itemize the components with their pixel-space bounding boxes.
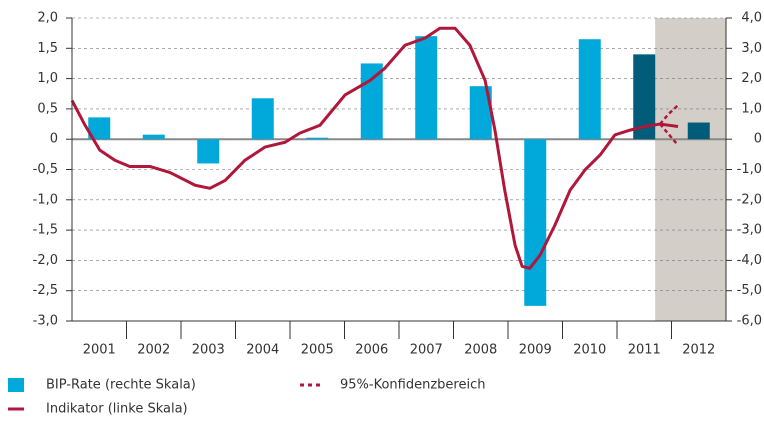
bar (524, 139, 547, 306)
bar (142, 134, 165, 140)
bar (415, 36, 438, 140)
y2-tick-label: 3,0 (741, 41, 762, 56)
y-tick-label: -2,0 (33, 253, 58, 268)
bar (251, 98, 274, 140)
indicator-line (70, 26, 679, 270)
bar (88, 117, 111, 140)
legend-label: BIP-Rate (rechte Skala) (46, 378, 196, 393)
y2-tick-label: 0 (754, 132, 762, 147)
y-tick-label: 0 (50, 132, 58, 147)
y2-tick-label: 1,0 (741, 101, 762, 116)
y-tick-label: 1,0 (37, 71, 58, 86)
x-tick-label: 2001 (83, 343, 116, 358)
x-tick-label: 2012 (682, 343, 715, 358)
y2-tick-label: -4,0 (737, 253, 762, 268)
bar (360, 63, 383, 140)
y2-tick-label: -6,0 (737, 314, 762, 329)
bar (633, 54, 656, 140)
y2-tick-label: -2,0 (737, 192, 762, 207)
x-tick-label: 2003 (192, 343, 225, 358)
y-tick-label: 0,5 (37, 101, 58, 116)
y-tick-label: -2,5 (33, 283, 58, 298)
y2-tick-label: 4,0 (741, 11, 762, 26)
x-tick-label: 2009 (519, 343, 552, 358)
x-tick-label: 2004 (246, 343, 279, 358)
x-tick-label: 2002 (137, 343, 170, 358)
bar (197, 139, 220, 164)
y-tick-label: -3,0 (33, 314, 58, 329)
y2-tick-label: -1,0 (737, 162, 762, 177)
bar (687, 122, 710, 140)
bar (578, 39, 601, 140)
legend-label: Indikator (linke Skala) (46, 402, 188, 417)
y-tick-label: -1,0 (33, 192, 58, 207)
x-tick-label: 2008 (464, 343, 497, 358)
legend-swatch (8, 378, 24, 392)
y2-tick-label: 2,0 (741, 71, 762, 86)
legend-label: 95%-Konfidenzbereich (340, 378, 485, 393)
x-tick-label: 2010 (573, 343, 606, 358)
y2-tick-label: -5,0 (737, 283, 762, 298)
x-tick-label: 2006 (355, 343, 388, 358)
confidence-upper (659, 104, 679, 125)
confidence-lower (659, 123, 679, 147)
y-tick-label: -0,5 (33, 162, 58, 177)
y2-tick-label: -3,0 (737, 223, 762, 238)
y-tick-label: 2,0 (37, 11, 58, 26)
y-tick-label: 1,5 (37, 41, 58, 56)
x-tick-label: 2011 (628, 343, 661, 358)
y-tick-label: -1,5 (33, 223, 58, 238)
x-tick-label: 2005 (301, 343, 334, 358)
bar (469, 86, 492, 140)
x-tick-label: 2007 (410, 343, 443, 358)
bar (306, 137, 329, 140)
